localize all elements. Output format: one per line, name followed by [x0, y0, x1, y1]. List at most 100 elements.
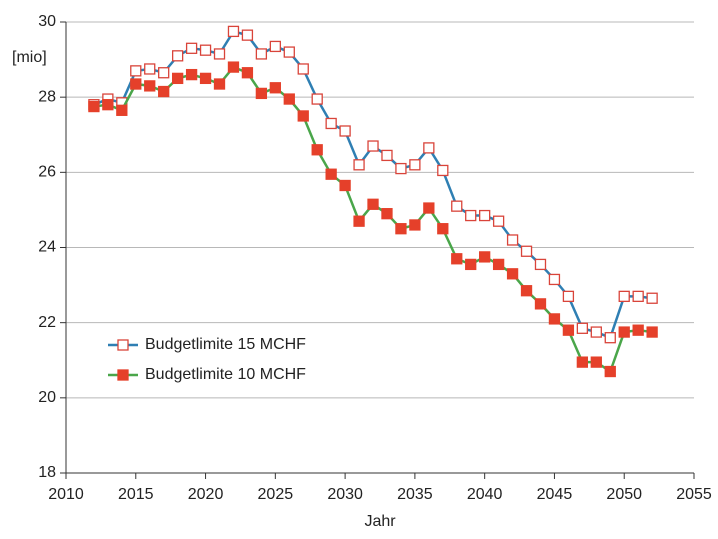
data-point [269, 40, 281, 53]
y-axis-label: [mio] [12, 49, 47, 66]
data-point [255, 48, 268, 60]
data-point [213, 48, 226, 60]
data-point [255, 87, 268, 100]
data-point [325, 168, 337, 180]
data-point [116, 104, 128, 116]
data-point [185, 42, 198, 54]
data-point [297, 63, 309, 75]
data-point [88, 100, 100, 113]
data-point [576, 356, 589, 368]
data-point [646, 326, 658, 338]
y-tick-label: 20 [38, 389, 56, 406]
data-point [632, 324, 644, 336]
data-point [339, 125, 351, 137]
data-point [423, 142, 435, 154]
data-point [381, 149, 393, 162]
data-point [562, 290, 575, 303]
data-point [158, 67, 170, 79]
data-point [479, 209, 491, 222]
x-tick-label: 2050 [606, 486, 642, 503]
data-point [506, 234, 519, 246]
x-axis-label: Jahr [364, 513, 396, 530]
data-point [437, 164, 449, 177]
x-tick-label: 2015 [118, 486, 154, 503]
data-point [381, 208, 393, 220]
data-point [241, 67, 254, 79]
y-tick-label: 18 [38, 464, 56, 481]
data-point [534, 258, 547, 271]
legend-label: Budgetlimite 10 MCHF [145, 366, 306, 383]
data-point [130, 78, 142, 90]
data-point [395, 162, 407, 175]
data-point [409, 159, 421, 171]
data-point [604, 332, 616, 344]
data-point [367, 140, 379, 152]
data-point [409, 219, 421, 231]
x-tick-label: 2055 [676, 486, 712, 503]
data-point [311, 144, 323, 156]
y-tick-label: 24 [38, 239, 56, 256]
data-point [548, 313, 561, 325]
data-point [171, 50, 184, 62]
data-point [185, 68, 198, 81]
data-point [199, 72, 212, 85]
y-tick-label: 26 [38, 164, 56, 181]
data-point [395, 223, 407, 235]
data-point [576, 322, 589, 334]
data-point [548, 273, 561, 286]
data-point [283, 93, 295, 105]
x-tick-label: 2020 [188, 486, 224, 503]
data-point [144, 80, 156, 92]
x-tick-label: 2025 [258, 486, 294, 503]
y-tick-label: 30 [38, 13, 56, 30]
data-point [492, 258, 505, 271]
data-point [646, 292, 658, 304]
legend-label: Budgetlimite 15 MCHF [145, 336, 306, 353]
data-point [590, 326, 602, 338]
x-tick-label: 2030 [327, 486, 363, 503]
data-point [158, 85, 170, 98]
data-point [199, 44, 212, 56]
data-point [213, 78, 226, 90]
x-tick-label: 2035 [397, 486, 433, 503]
data-point [590, 356, 602, 368]
data-point [618, 290, 630, 303]
data-point [311, 93, 323, 105]
data-point [618, 326, 630, 338]
data-point [353, 215, 365, 227]
data-point [479, 251, 491, 263]
data-point [227, 25, 240, 38]
data-point [171, 72, 184, 85]
data-point [353, 159, 365, 171]
data-point [283, 46, 295, 58]
data-point [144, 63, 156, 75]
legend-marker [117, 339, 129, 351]
x-tick-label: 2040 [467, 486, 503, 503]
data-point [534, 298, 547, 310]
data-point [437, 223, 449, 235]
data-point [604, 365, 616, 378]
data-point [367, 198, 379, 210]
data-point [130, 65, 142, 77]
data-point [241, 29, 254, 41]
legend-marker [117, 369, 129, 381]
data-point [451, 200, 463, 212]
data-point [227, 61, 240, 73]
data-point [325, 117, 337, 130]
data-point [520, 245, 533, 257]
data-point [423, 202, 435, 214]
y-tick-label: 28 [38, 88, 56, 105]
x-tick-label: 2010 [48, 486, 84, 503]
data-point [465, 258, 477, 271]
y-tick-label: 22 [38, 314, 56, 331]
data-point [506, 268, 519, 280]
data-point [339, 179, 351, 192]
data-point [632, 290, 644, 303]
data-point [492, 215, 505, 227]
x-tick-label: 2045 [537, 486, 573, 503]
data-point [520, 285, 533, 297]
data-point [562, 324, 575, 336]
data-point [297, 110, 309, 122]
data-point [102, 99, 114, 111]
